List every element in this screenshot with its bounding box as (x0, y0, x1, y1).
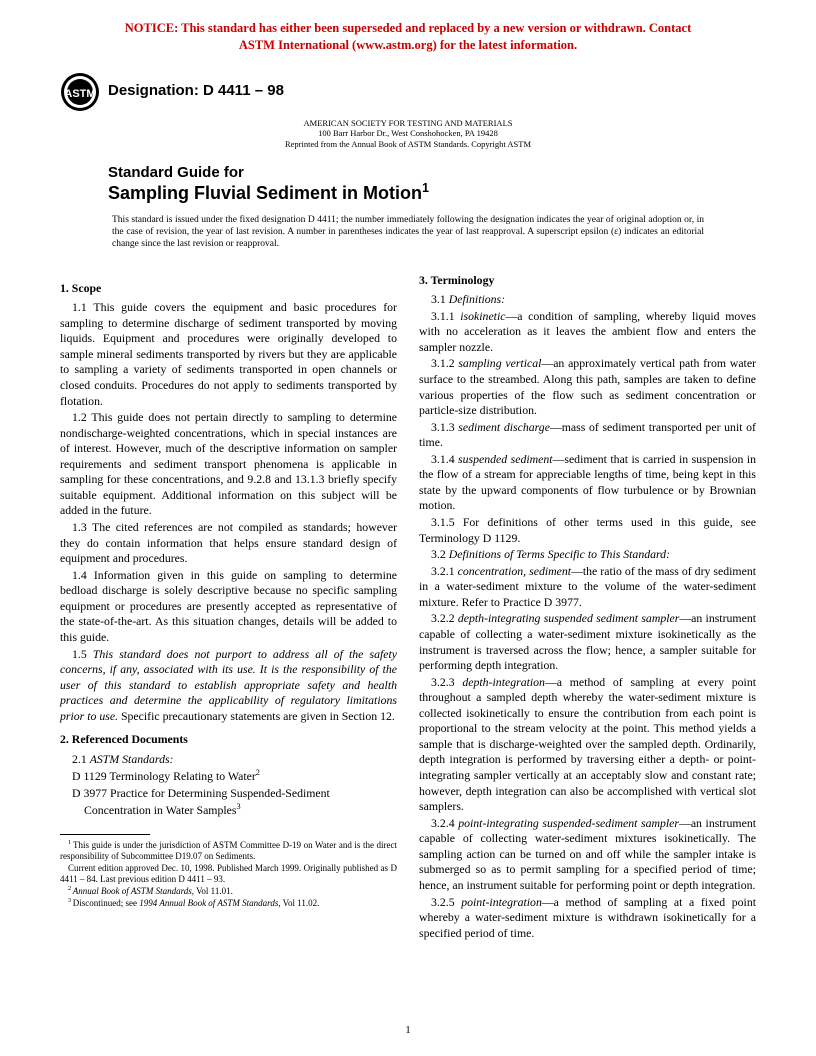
ref-d1129-sup: 2 (256, 768, 260, 777)
astm-logo-icon: ASTM (60, 72, 100, 112)
org-block: AMERICAN SOCIETY FOR TESTING AND MATERIA… (60, 118, 756, 150)
notice-line2: ASTM International (www.astm.org) for th… (239, 38, 577, 52)
footnote-1: 1 This guide is under the jurisdiction o… (60, 839, 397, 863)
t325-term: point-integration (461, 895, 542, 909)
scope-1-5-tail: Specific precautionary statements are gi… (118, 709, 395, 723)
svg-text:ASTM: ASTM (64, 88, 95, 100)
body-columns: 1. Scope 1.1 This guide covers the equip… (60, 273, 756, 942)
notice-line1: NOTICE: This standard has either been su… (125, 21, 692, 35)
term-3-2-2: 3.2.2 depth-integrating suspended sedime… (419, 611, 756, 673)
refs-sub: 2.1 ASTM Standards: (60, 752, 397, 768)
refs-sub-it: ASTM Standards: (90, 752, 174, 766)
t323-num: 3.2.3 (431, 675, 462, 689)
terms-3-2-it: Definitions of Terms Specific to This St… (449, 547, 670, 561)
t322-term: depth-integrating suspended sediment sam… (458, 611, 679, 625)
title-sup: 1 (422, 181, 429, 195)
terms-3-1-num: 3.1 (431, 292, 449, 306)
term-3-2-1: 3.2.1 concentration, sediment—the ratio … (419, 564, 756, 611)
t314-term: suspended sediment (458, 452, 553, 466)
ref-d3977: D 3977 Practice for Determining Suspende… (60, 786, 397, 818)
t314-num: 3.1.4 (431, 452, 458, 466)
term-3-1-3: 3.1.3 sediment discharge—mass of sedimen… (419, 420, 756, 451)
title-main-text: Sampling Fluvial Sediment in Motion (108, 183, 422, 203)
footnote-1b: Current edition approved Dec. 10, 1998. … (60, 863, 397, 886)
scope-1-5-num: 1.5 (72, 647, 93, 661)
term-3-2-3: 3.2.3 depth-integration—a method of samp… (419, 675, 756, 815)
t325-num: 3.2.5 (431, 895, 461, 909)
scope-1-1: 1.1 This guide covers the equipment and … (60, 300, 397, 409)
issuance-note: This standard is issued under the fixed … (112, 214, 704, 251)
t312-term: sampling vertical (458, 356, 541, 370)
header-row: ASTM Designation: D 4411 – 98 (60, 72, 756, 112)
footnote-3: 3 Discontinued; see 1994 Annual Book of … (60, 897, 397, 909)
refs-head: 2. Referenced Documents (60, 732, 397, 748)
page-number: 1 (0, 1024, 816, 1036)
t324-num: 3.2.4 (431, 816, 458, 830)
scope-head: 1. Scope (60, 281, 397, 297)
term-3-2-5: 3.2.5 point-integration—a method of samp… (419, 895, 756, 942)
refs-sub-num: 2.1 (72, 752, 90, 766)
notice-banner: NOTICE: This standard has either been su… (60, 20, 756, 54)
footnote-1a: This guide is under the jurisdiction of … (60, 840, 397, 861)
title-block: Standard Guide for Sampling Fluvial Sedi… (108, 164, 756, 204)
t323-term: depth-integration (462, 675, 545, 689)
ref-d1129: D 1129 Terminology Relating to Water2 (60, 768, 397, 784)
org-name: AMERICAN SOCIETY FOR TESTING AND MATERIA… (304, 118, 513, 128)
t321-num: 3.2.1 (431, 564, 458, 578)
t324-term: point-integrating suspended-sediment sam… (458, 816, 679, 830)
footnote-3c: , Vol 11.02. (278, 898, 319, 908)
t322-num: 3.2.2 (431, 611, 458, 625)
org-reprint: Reprinted from the Annual Book of ASTM S… (285, 139, 531, 149)
term-3-2-4: 3.2.4 point-integrating suspended-sedime… (419, 816, 756, 894)
terms-3-1: 3.1 Definitions: (419, 292, 756, 308)
scope-1-5: 1.5 This standard does not purport to ad… (60, 647, 397, 725)
term-3-1-1: 3.1.1 isokinetic—a condition of sampling… (419, 309, 756, 356)
designation: Designation: D 4411 – 98 (108, 82, 284, 99)
terms-3-2: 3.2 Definitions of Terms Specific to Thi… (419, 547, 756, 563)
scope-1-2: 1.2 This guide does not pertain directly… (60, 410, 397, 519)
t311-num: 3.1.1 (431, 309, 460, 323)
t313-term: sediment discharge (458, 420, 550, 434)
terms-3-1-it: Definitions: (449, 292, 505, 306)
t313-num: 3.1.3 (431, 420, 458, 434)
footnote-2-it: Annual Book of ASTM Standards (73, 886, 192, 896)
terms-3-2-num: 3.2 (431, 547, 449, 561)
footnote-3a: Discontinued; see (73, 898, 140, 908)
footnote-2-vol: , Vol 11.01. (192, 886, 233, 896)
term-3-1-4: 3.1.4 suspended sediment—sediment that i… (419, 452, 756, 514)
term-3-1-2: 3.1.2 sampling vertical—an approximately… (419, 356, 756, 418)
t321-term: concentration, sediment (458, 564, 571, 578)
title-main: Sampling Fluvial Sediment in Motion1 (108, 181, 756, 204)
scope-1-4: 1.4 Information given in this guide on s… (60, 568, 397, 646)
footnote-2: 2 Annual Book of ASTM Standards, Vol 11.… (60, 885, 397, 897)
term-3-1-5: 3.1.5 For definitions of other terms use… (419, 515, 756, 546)
ref-d3977-sup: 3 (236, 802, 240, 811)
org-addr: 100 Barr Harbor Dr., West Conshohocken, … (318, 128, 498, 138)
title-prefix: Standard Guide for (108, 164, 756, 181)
t323-body: —a method of sampling at every point thr… (419, 675, 756, 814)
footnote-3b: 1994 Annual Book of ASTM Standards (139, 898, 278, 908)
ref-d1129-text: D 1129 Terminology Relating to Water (72, 769, 256, 783)
footnote-rule (60, 834, 150, 835)
t312-num: 3.1.2 (431, 356, 458, 370)
scope-1-3: 1.3 The cited references are not compile… (60, 520, 397, 567)
t311-term: isokinetic (460, 309, 505, 323)
footnote-block: 1 This guide is under the jurisdiction o… (60, 834, 397, 910)
ref-d3977-text: D 3977 Practice for Determining Suspende… (72, 786, 330, 816)
terms-head: 3. Terminology (419, 273, 756, 289)
